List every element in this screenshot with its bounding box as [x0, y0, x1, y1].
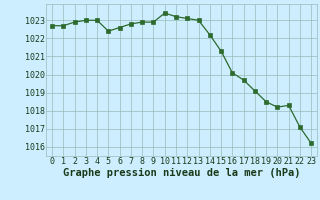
X-axis label: Graphe pression niveau de la mer (hPa): Graphe pression niveau de la mer (hPa) — [63, 168, 300, 178]
